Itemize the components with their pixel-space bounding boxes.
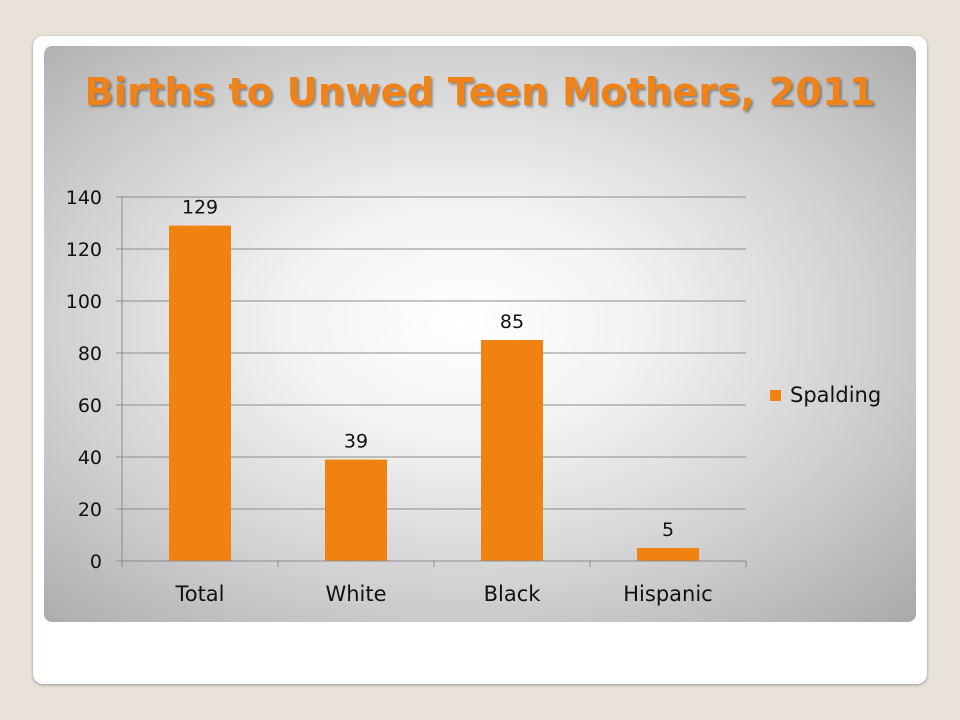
bar-black (481, 340, 543, 561)
bar-chart: 0 20 40 60 80 100 120 140 Total White Black Hispan… (66, 187, 881, 606)
y-tick-label: 120 (66, 239, 102, 261)
data-label: 129 (182, 197, 218, 219)
x-tick-label: Hispanic (623, 582, 712, 606)
y-tick-label: 60 (78, 395, 102, 417)
chart-panel: Births to Unwed Teen Mothers, 2011 0 20 40… (44, 46, 916, 622)
data-label: 5 (662, 519, 674, 541)
bars (169, 225, 699, 561)
y-tick-label: 100 (66, 291, 102, 313)
y-tick-label: 140 (66, 187, 102, 209)
y-tick-label: 40 (78, 447, 102, 469)
bar-total (169, 225, 231, 561)
legend-swatch (770, 390, 781, 401)
chart-title: Births to Unwed Teen Mothers, 2011 (84, 70, 876, 114)
x-axis-labels: Total White Black Hispanic (174, 582, 712, 606)
x-tick-label: Black (484, 582, 542, 606)
y-axis-labels: 0 20 40 60 80 100 120 140 (66, 187, 102, 573)
data-labels: 129 39 85 5 (182, 197, 674, 541)
x-tick-label: White (325, 582, 386, 606)
bar-hispanic (637, 548, 699, 561)
legend: Spalding (770, 383, 881, 407)
data-label: 85 (500, 311, 524, 333)
axes (116, 196, 747, 567)
bar-white (325, 459, 387, 561)
x-tick-label: Total (174, 582, 224, 606)
data-label: 39 (344, 431, 368, 453)
legend-label: Spalding (790, 383, 881, 407)
y-tick-label: 80 (78, 343, 102, 365)
y-tick-label: 20 (78, 499, 102, 521)
y-tick-label: 0 (90, 551, 102, 573)
